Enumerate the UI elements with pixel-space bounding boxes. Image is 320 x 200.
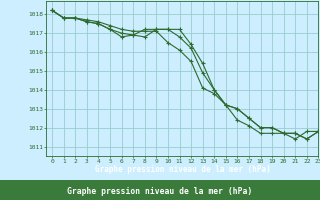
X-axis label: Graphe pression niveau de la mer (hPa): Graphe pression niveau de la mer (hPa) <box>94 165 270 174</box>
Text: Graphe pression niveau de la mer (hPa): Graphe pression niveau de la mer (hPa) <box>68 186 252 196</box>
